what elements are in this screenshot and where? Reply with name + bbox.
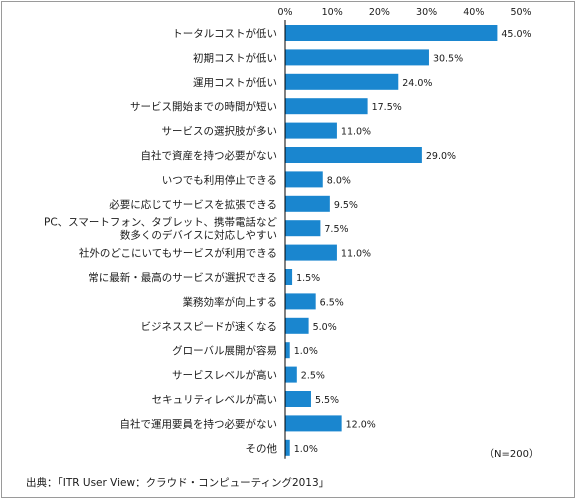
bar <box>285 195 330 212</box>
bar <box>285 317 309 334</box>
value-label: 11.0% <box>341 127 371 138</box>
category-label: トータルコストが低い <box>172 27 277 40</box>
category-label: 社外のどこにいてもサービスが利用できる <box>79 247 277 260</box>
category-label: サービスの選択肢が多い <box>162 125 278 138</box>
value-label: 30.5% <box>433 53 463 64</box>
bar <box>285 391 311 407</box>
category-label: ビジネススピードが速くなる <box>141 320 278 333</box>
sample-size-note: （N=200） <box>484 448 539 460</box>
bar <box>285 342 290 359</box>
bar <box>285 98 368 115</box>
category-label: 初期コストが低い <box>193 51 277 64</box>
x-tick-label: 10% <box>322 7 343 18</box>
value-label: 5.5% <box>315 395 339 406</box>
value-label: 24.0% <box>402 78 432 89</box>
bar <box>285 147 422 163</box>
x-tick-label: 50% <box>510 7 531 18</box>
bar <box>285 122 337 139</box>
bar <box>285 220 321 237</box>
source-note: 出典：「ITR User View：クラウド・コンピューティング2013」 <box>26 476 329 489</box>
category-label: サービスレベルが高い <box>172 369 277 382</box>
value-label: 1.0% <box>294 444 318 455</box>
value-label: 9.5% <box>334 200 358 211</box>
bar <box>285 244 337 261</box>
bar <box>285 439 290 456</box>
x-tick-label: 30% <box>416 7 437 18</box>
category-label: グローバル展開が容易 <box>172 344 277 357</box>
value-label: 1.0% <box>294 346 318 357</box>
category-label: いつでも利用停止できる <box>162 173 277 186</box>
category-label: 必要に応じてサービスを拡張できる <box>109 198 277 211</box>
bar <box>285 171 323 188</box>
value-label: 6.5% <box>320 297 344 308</box>
bar <box>285 366 297 383</box>
x-tick-label: 0% <box>277 7 292 18</box>
category-label: 自社で資産を持つ必要がない <box>141 149 278 162</box>
bar <box>285 73 399 90</box>
value-label: 45.0% <box>501 29 531 40</box>
x-tick-label: 20% <box>369 7 390 18</box>
value-label: 7.5% <box>324 224 348 235</box>
bar <box>285 293 316 310</box>
category-label: 常に最新・最高のサービスが選択できる <box>88 271 277 284</box>
value-label: 5.0% <box>313 322 337 333</box>
bar <box>285 25 498 41</box>
value-label: 29.0% <box>426 151 456 162</box>
bar <box>285 49 429 66</box>
value-label: 11.0% <box>341 249 371 260</box>
value-label: 2.5% <box>301 371 325 382</box>
category-label: 業務効率が向上する <box>183 295 278 308</box>
category-label: 自社で運用要員を持つ必要がない <box>120 417 278 430</box>
category-label: サービス開始までの時間が短い <box>130 100 277 113</box>
bar <box>285 415 342 432</box>
category-label: セキュリティレベルが高い <box>152 393 277 406</box>
category-label: 数多くのデバイスに対応しやすい <box>120 229 277 242</box>
x-tick-label: 40% <box>463 7 484 18</box>
category-label: PC、スマートフォン、タブレット、携帯電話など <box>44 216 278 229</box>
value-label: 1.5% <box>296 273 320 284</box>
category-label: その他 <box>246 442 278 455</box>
category-label: 運用コストが低い <box>193 76 277 89</box>
value-label: 12.0% <box>346 419 376 430</box>
value-label: 17.5% <box>372 102 402 113</box>
value-label: 8.0% <box>327 175 351 186</box>
bar <box>285 269 293 285</box>
